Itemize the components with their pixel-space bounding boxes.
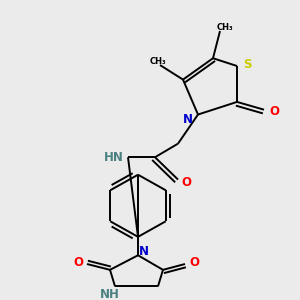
Text: O: O [269, 105, 279, 118]
Text: NH: NH [100, 288, 120, 300]
Text: N: N [139, 245, 149, 258]
Text: O: O [189, 256, 199, 268]
Text: N: N [183, 113, 193, 126]
Text: HN: HN [104, 151, 124, 164]
Text: S: S [243, 58, 251, 70]
Text: CH₃: CH₃ [217, 23, 233, 32]
Text: CH₃: CH₃ [150, 57, 166, 66]
Text: O: O [181, 176, 191, 189]
Text: O: O [73, 256, 83, 268]
